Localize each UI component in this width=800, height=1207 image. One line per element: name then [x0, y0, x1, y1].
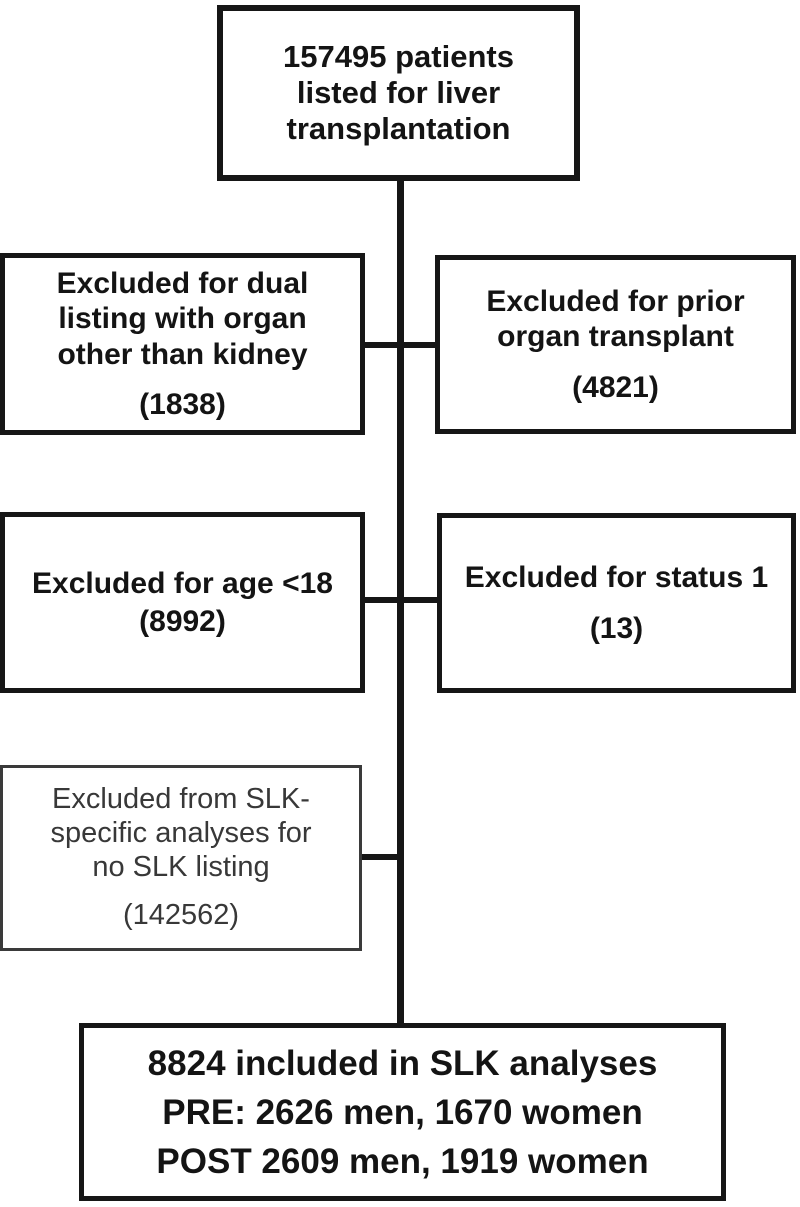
box-total-listed: 157495 patients listed for liver transpl…: [217, 5, 580, 181]
box-text-line: no SLK listing: [92, 850, 270, 883]
box-text-line: Excluded for dual: [56, 267, 309, 301]
box-excluded-no-slk-listing: Excluded from SLK- specific analyses for…: [0, 765, 362, 951]
box-text-line: transplantation: [286, 111, 511, 147]
connector-row2-horizontal: [363, 597, 439, 603]
box-text-line: specific analyses for: [50, 816, 312, 849]
box-included-slk-analyses: 8824 included in SLK analyses PRE: 2626 …: [79, 1023, 726, 1201]
box-text-line: Excluded from SLK-: [52, 782, 310, 815]
exclusion-count: (4821): [572, 370, 659, 404]
exclusion-count: (142562): [122, 899, 240, 932]
box-text-line: 8824 included in SLK analyses: [147, 1043, 658, 1083]
exclusion-count: (8992): [139, 604, 226, 638]
exclusion-count: (13): [589, 611, 644, 645]
box-excluded-age: Excluded for age <18 (8992): [0, 512, 365, 693]
box-excluded-dual-listing: Excluded for dual listing with organ oth…: [0, 253, 365, 435]
exclusion-count: (1838): [139, 387, 226, 421]
box-excluded-status1: Excluded for status 1 (13): [437, 513, 796, 693]
connector-row3-horizontal: [360, 854, 404, 860]
connector-row1-horizontal: [363, 342, 437, 348]
box-text-line: other than kidney: [57, 337, 308, 371]
box-text-line: 157495 patients: [283, 38, 514, 74]
box-excluded-prior-transplant: Excluded for prior organ transplant (482…: [435, 255, 796, 434]
box-text-line: listed for liver: [296, 74, 501, 110]
box-text-line: POST 2609 men, 1919 women: [156, 1141, 649, 1181]
box-text-line: Excluded for status 1: [464, 561, 769, 595]
box-text-line: organ transplant: [497, 320, 734, 354]
box-text-line: Excluded for prior: [486, 285, 745, 319]
box-text-line: PRE: 2626 men, 1670 women: [162, 1092, 643, 1132]
box-text-line: Excluded for age <18: [32, 567, 333, 601]
box-text-line: listing with organ: [58, 302, 307, 336]
